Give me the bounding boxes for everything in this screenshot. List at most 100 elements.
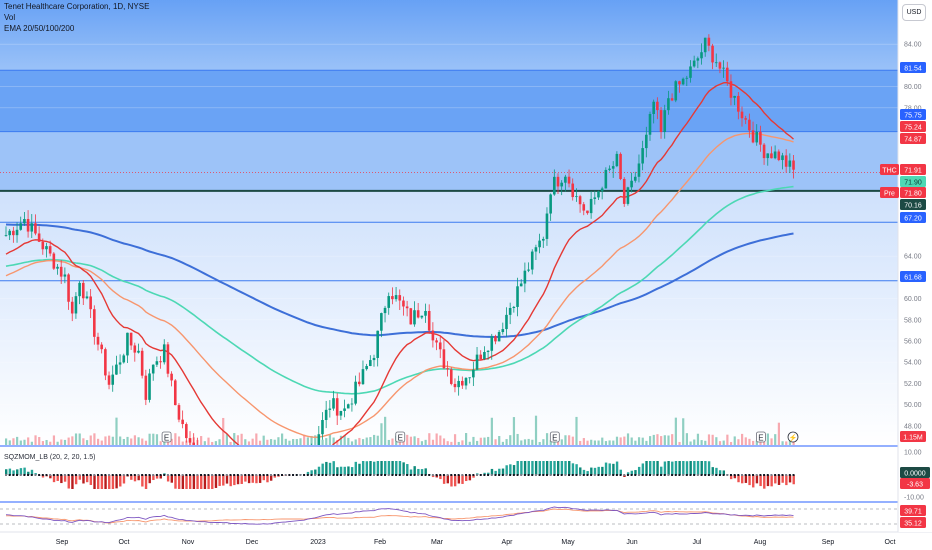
momentum-bar (442, 475, 446, 484)
volume-bar (704, 440, 707, 445)
volume-bar (255, 433, 258, 445)
squeeze-dot (461, 474, 464, 476)
momentum-bar (689, 461, 692, 475)
volume-bar (258, 440, 262, 445)
volume-bar (391, 438, 394, 445)
volume-bar (49, 441, 52, 445)
volume-bar (60, 439, 63, 445)
rsi-line (5, 506, 794, 525)
volume-bar (744, 437, 747, 445)
symbol-title[interactable]: Tenet Healthcare Corporation, 1D, NYSE (4, 2, 150, 11)
time-axis-label: May (561, 539, 575, 546)
candle-body (516, 286, 519, 307)
candle-body (8, 230, 11, 236)
volume-bar (144, 440, 148, 445)
squeeze-dot (240, 474, 243, 476)
ema-legend[interactable]: EMA 20/50/100/200 (4, 24, 75, 33)
earnings-marker-label: E (164, 434, 169, 443)
momentum-bar (229, 475, 232, 487)
candle-body (468, 377, 471, 379)
momentum-bar (328, 462, 332, 475)
volume-bar (663, 435, 666, 445)
price-label-text: 81.54 (904, 66, 922, 73)
squeeze-dot (137, 474, 140, 476)
momentum-bar (774, 475, 777, 484)
candle-body (637, 163, 641, 177)
momentum-bar (671, 461, 674, 475)
momentum-bar (604, 462, 608, 475)
candle-body (759, 131, 762, 145)
volume-bar (623, 436, 626, 445)
candle-body (140, 350, 144, 376)
squeeze-dot (255, 474, 258, 476)
volume-bar (586, 440, 589, 445)
squeeze-dot (424, 474, 427, 476)
squeeze-dot (759, 474, 762, 476)
squeeze-dot (247, 474, 250, 476)
candle-body (15, 229, 19, 236)
squeeze-dot (19, 474, 22, 476)
volume-bar (601, 437, 604, 445)
squeeze-dot (108, 474, 111, 476)
volume-bar (63, 439, 67, 445)
volume-bar (27, 437, 30, 445)
candle-body (26, 218, 30, 232)
volume-bar (571, 436, 574, 445)
oscillator-label-text: -3.63 (907, 482, 923, 489)
candle-body (593, 197, 597, 199)
squeeze-dot (476, 474, 479, 476)
squeeze-dot (314, 474, 317, 476)
momentum-bar (744, 475, 748, 483)
squeeze-momentum-legend[interactable]: SQZMOM_LB (20, 2, 20, 1.5) (4, 454, 96, 461)
squeeze-dot (174, 474, 177, 476)
currency-button[interactable]: USD (902, 4, 926, 21)
volume-bar (685, 433, 688, 445)
squeeze-dot (211, 474, 214, 476)
volume-legend[interactable]: Vol (4, 13, 16, 22)
squeeze-dot (181, 474, 184, 476)
volume-bar (549, 440, 552, 445)
squeeze-dot (626, 474, 629, 476)
momentum-bar (74, 475, 78, 485)
momentum-bar (314, 469, 317, 475)
volume-bar (755, 440, 758, 445)
momentum-bar (332, 461, 335, 475)
price-tick-label: 84.00 (904, 42, 922, 49)
squeeze-dot (560, 474, 563, 476)
volume-bar (413, 436, 416, 445)
volume-bar (626, 433, 630, 445)
volume-bar (453, 434, 457, 445)
volume-bar (78, 433, 81, 445)
squeeze-dot (494, 474, 497, 476)
time-axis-label: 2023 (310, 539, 326, 546)
squeeze-dot (785, 474, 788, 476)
momentum-bar (652, 461, 656, 475)
candle-body (681, 78, 685, 85)
momentum-bar (406, 464, 409, 475)
volume-bar (733, 436, 736, 445)
squeeze-dot (277, 474, 280, 476)
squeeze-dot (343, 474, 346, 476)
momentum-bar (214, 475, 218, 488)
squeeze-dot (159, 474, 162, 476)
price-label-text: 71.80 (904, 191, 922, 198)
momentum-bar (343, 466, 346, 475)
momentum-bar (660, 466, 663, 475)
volume-bar (516, 433, 519, 445)
volume-bar (660, 436, 663, 445)
volume-bar (645, 440, 648, 445)
candle-body (571, 183, 575, 198)
volume-bar (174, 433, 177, 445)
volume-bar (542, 439, 545, 445)
momentum-bar (373, 461, 376, 475)
candle-body (788, 160, 792, 167)
squeeze-dot (696, 474, 699, 476)
candle-body (78, 282, 81, 297)
volume-bar (71, 436, 74, 445)
ema50-line (5, 132, 794, 439)
momentum-bar (560, 461, 564, 475)
candle-body (446, 368, 449, 370)
momentum-bar (593, 467, 597, 475)
